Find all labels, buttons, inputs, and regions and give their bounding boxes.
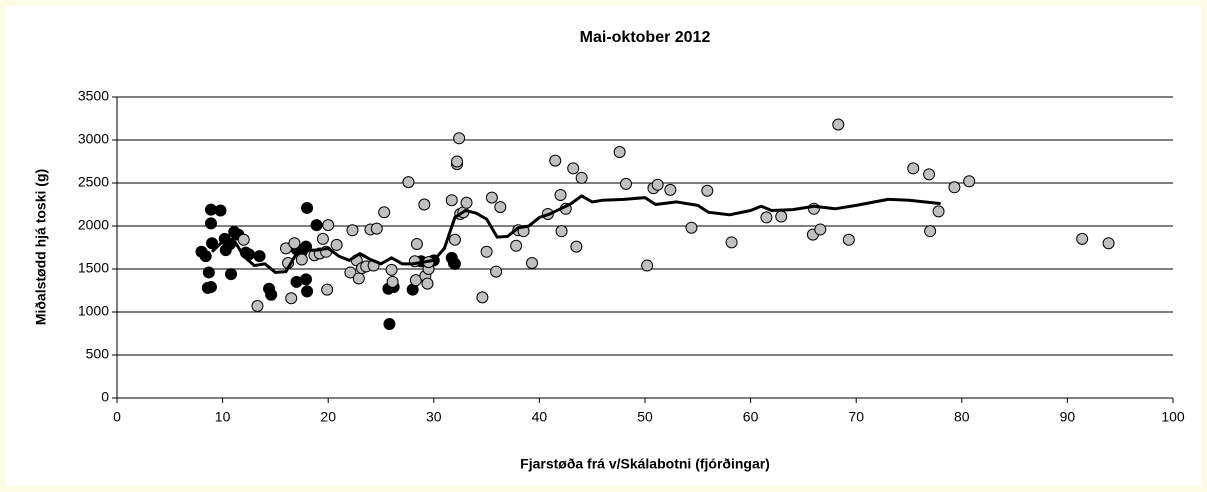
point (421, 277, 434, 290)
point (814, 223, 827, 236)
point (448, 233, 461, 246)
point (1076, 232, 1089, 245)
x-tick-label: 0 (113, 409, 121, 425)
y-tick-label: 500 (86, 346, 110, 362)
point (301, 201, 314, 214)
point (285, 292, 298, 305)
point (555, 225, 568, 238)
point (842, 233, 855, 246)
point (346, 224, 359, 237)
point (641, 259, 654, 272)
point (199, 250, 212, 263)
point (490, 265, 503, 278)
point (567, 162, 580, 175)
point (549, 154, 562, 167)
point (316, 232, 329, 245)
point (526, 256, 539, 269)
point (445, 194, 458, 207)
point (1102, 237, 1115, 250)
x-tick-label: 90 (1060, 409, 1076, 425)
point (288, 237, 301, 250)
x-tick-label: 70 (848, 409, 864, 425)
point (214, 204, 227, 217)
point (253, 250, 266, 263)
point (554, 189, 567, 202)
point (651, 178, 664, 191)
point (932, 205, 945, 218)
point (701, 184, 714, 197)
point (204, 217, 217, 230)
point (237, 233, 250, 246)
x-tick-label: 30 (426, 409, 442, 425)
point (206, 237, 219, 250)
x-tick-label: 40 (532, 409, 548, 425)
point (344, 266, 357, 279)
point (295, 253, 308, 266)
point (386, 275, 399, 288)
x-tick-label: 100 (1161, 409, 1185, 425)
point (385, 263, 398, 276)
point (383, 318, 396, 331)
x-tick-label: 50 (637, 409, 653, 425)
point (832, 118, 845, 131)
point (664, 183, 677, 196)
point (480, 245, 493, 258)
x-tick-label: 20 (320, 409, 336, 425)
point (725, 236, 738, 249)
point (924, 225, 937, 238)
point (370, 222, 383, 235)
x-tick-label: 10 (215, 409, 231, 425)
trend-line (210, 194, 941, 274)
x-tick-label: 60 (743, 409, 759, 425)
x-axis-label: Fjarstøða frá v/Skálabotni (fjórðingar) (520, 456, 770, 472)
chart-title: Mai-oktober 2012 (580, 29, 711, 46)
point (494, 201, 507, 214)
point (760, 211, 773, 224)
point (775, 210, 788, 223)
y-tick-label: 3000 (78, 131, 109, 147)
point (476, 291, 489, 304)
y-tick-label: 2000 (78, 217, 109, 233)
y-tick-label: 1500 (78, 260, 109, 276)
point (570, 240, 583, 253)
chart-area (6, 6, 1201, 486)
y-tick-label: 2500 (78, 174, 109, 190)
point (410, 238, 423, 251)
y-axis-label: Miðalstødd hjá toski (g) (33, 169, 49, 325)
point (300, 273, 313, 286)
y-tick-label: 1000 (78, 303, 109, 319)
point (251, 299, 264, 312)
point (685, 221, 698, 234)
point (402, 176, 415, 189)
point (310, 219, 323, 232)
point (322, 219, 335, 232)
y-tick-label: 0 (101, 389, 109, 405)
point (948, 181, 961, 194)
point (460, 196, 473, 209)
point (352, 272, 365, 285)
y-tick-label: 3500 (78, 88, 109, 104)
point (613, 146, 626, 159)
point (510, 239, 523, 252)
point (448, 257, 461, 270)
point (923, 168, 936, 181)
point (330, 238, 343, 251)
point (378, 206, 391, 219)
point (963, 175, 976, 188)
point (453, 132, 466, 145)
point (418, 198, 431, 211)
point (225, 268, 238, 281)
point (451, 155, 464, 168)
point (265, 288, 278, 301)
point (575, 171, 588, 184)
point (204, 281, 217, 294)
point (907, 162, 920, 175)
point (202, 266, 215, 279)
point (485, 191, 498, 204)
x-tick-label: 80 (954, 409, 970, 425)
point (619, 177, 632, 190)
point (301, 285, 314, 298)
point (321, 283, 334, 296)
